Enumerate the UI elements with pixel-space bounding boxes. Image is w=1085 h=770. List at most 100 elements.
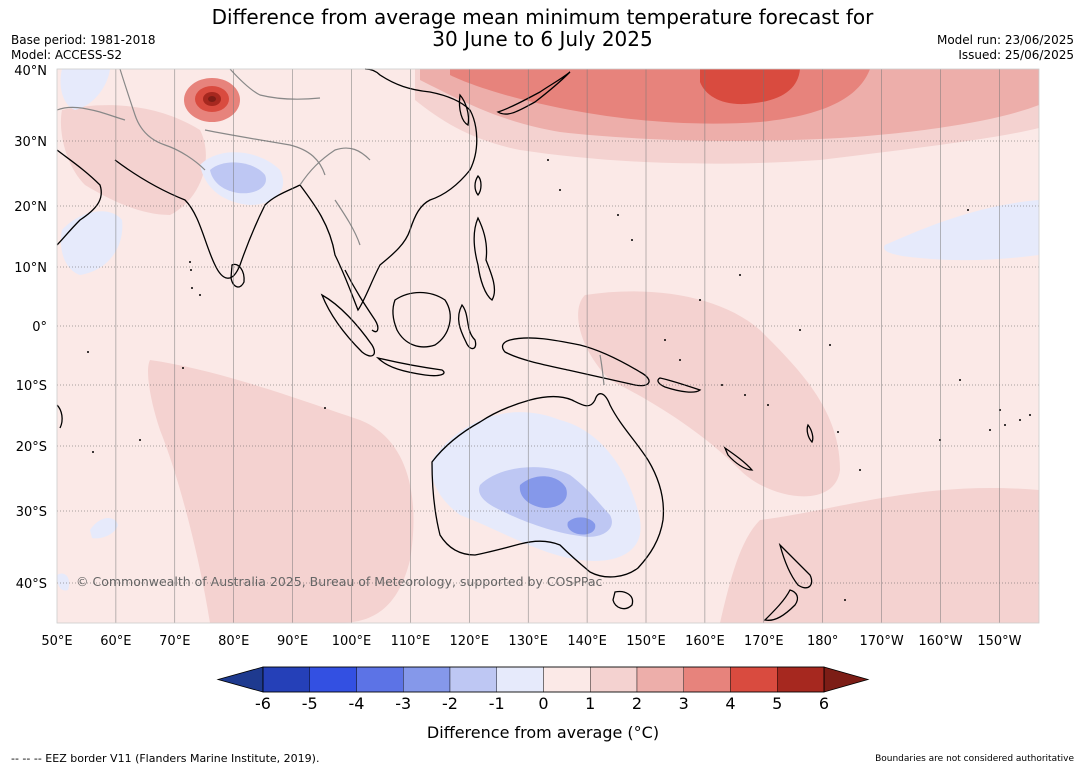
model-run: Model run: 23/06/2025 [936, 33, 1074, 47]
boundaries-disclaimer: Boundaries are not considered authoritat… [875, 754, 1074, 764]
anomaly-north-pacific-cool [884, 200, 1039, 261]
coast-nz-south [763, 589, 799, 621]
coast-japan [496, 71, 571, 115]
lon-tick-label: 160°W [918, 634, 962, 649]
lon-axis: 50°E 60°E 70°E 80°E 90°E 100°E 110°E 120°E 130°E… [41, 634, 1021, 649]
colorbar-extend-low [216, 666, 264, 693]
lon-tick-label: 60°E [100, 634, 131, 649]
colorbar-tick-label: -5 [302, 694, 318, 713]
country-borders [56, 68, 605, 386]
anomaly-india-cool-2 [210, 162, 266, 194]
coast-korea [458, 93, 470, 126]
issued-date: Issued: 25/06/2025 [958, 48, 1074, 62]
anomaly-south-indian-cool [90, 518, 118, 539]
coast-india [114, 159, 301, 279]
anomaly-south-pacific-band [720, 487, 1039, 623]
eez-footnote: -- -- -- EEZ border V11 (Flanders Marine… [11, 752, 320, 765]
anomaly-south-indian-band [148, 360, 414, 623]
lat-axis: 40°N 30°N 20°N 10°N 0° 10°S 20°S 30°S 40°S [14, 64, 47, 592]
colorbar-tick-label: 6 [819, 694, 829, 713]
coast-indochina [299, 109, 478, 312]
colorbar-swatch [590, 666, 638, 693]
lon-tick-label: 80°E [218, 634, 249, 649]
coast-nz-north [778, 542, 813, 589]
colorbar-tick-label: -6 [255, 694, 271, 713]
colorbar-tick-label: -4 [349, 694, 365, 713]
graticule [57, 69, 1039, 623]
lat-tick-label: 20°S [16, 440, 47, 455]
coast-taiwan [474, 174, 482, 197]
lat-tick-label: 0° [32, 320, 47, 335]
colorbar: -6 -5 -4 -3 -2 -1 0 1 2 3 4 5 6 [216, 666, 870, 713]
anomaly-india-north [60, 105, 206, 215]
lon-tick-label: 160°E [685, 634, 725, 649]
islands [87, 159, 1031, 601]
lat-tick-label: 40°S [16, 577, 47, 592]
anomaly-sw-cool [57, 573, 70, 591]
colorbar-tick-label: 4 [725, 694, 735, 713]
coast-arabia [56, 149, 102, 246]
coast-tasmania [612, 590, 634, 610]
colorbar-swatch [730, 666, 778, 693]
colorbar-tick-label: 2 [632, 694, 642, 713]
colorbar-tick-label: -1 [489, 694, 505, 713]
lon-tick-label: 120°E [450, 634, 490, 649]
coast-vanuatu [806, 423, 814, 444]
colorbar-swatch [309, 666, 357, 693]
lat-tick-label: 10°S [16, 379, 47, 394]
lon-tick-label: 150°W [977, 634, 1021, 649]
lat-tick-label: 40°N [14, 64, 47, 79]
colorbar-swatch [636, 666, 684, 693]
title-line-1: Difference from average mean minimum tem… [211, 5, 874, 29]
lat-tick-label: 20°N [14, 200, 47, 215]
coast-borneo [392, 291, 451, 348]
lon-tick-label: 180° [807, 634, 838, 649]
lon-tick-label: 70°E [159, 634, 190, 649]
lat-tick-label: 30°S [16, 505, 47, 520]
colorbar-label: Difference from average (°C) [427, 723, 659, 742]
anomaly-shading [60, 69, 1039, 623]
colorbar-swatch [403, 666, 451, 693]
coast-new-guinea [501, 337, 650, 387]
lon-tick-label: 50°E [41, 634, 72, 649]
map-frame [56, 68, 1040, 624]
colorbar-tick-label: 0 [538, 694, 548, 713]
colorbar-tick-label: 5 [772, 694, 782, 713]
colorbar-tick-label: -3 [395, 694, 411, 713]
meta-right: Model run: 23/06/2025 Issued: 25/06/2025 [937, 33, 1074, 63]
base-period: Base period: 1981-2018 [11, 33, 156, 47]
coast-sri-lanka [230, 263, 245, 288]
coast-sumatra [320, 293, 376, 357]
coast-china [364, 68, 471, 111]
lon-tick-label: 130°E [508, 634, 548, 649]
lon-tick-label: 100°E [332, 634, 372, 649]
lat-tick-label: 30°N [14, 135, 47, 150]
colorbar-tick-label: -2 [442, 694, 458, 713]
coast-java [375, 356, 445, 377]
lon-tick-label: 90°E [277, 634, 308, 649]
colorbar-swatch [683, 666, 731, 693]
lon-tick-label: 170°W [860, 634, 904, 649]
colorbar-extend-high [823, 666, 870, 693]
colorbar-swatch [356, 666, 404, 693]
anomaly-west-pacific-tongue [578, 291, 840, 497]
anomaly-arabia-cool [60, 211, 123, 275]
lon-tick-label: 110°E [391, 634, 431, 649]
coast-solomons [657, 377, 702, 393]
colorbar-swatch [262, 666, 310, 693]
anomaly-australia-cool-4 [567, 517, 596, 535]
colorbar-tick-label: 3 [679, 694, 689, 713]
coast-sulawesi [457, 303, 477, 350]
anomaly-negative-shading [57, 69, 1039, 591]
anomaly-australia-cool-3 [519, 476, 567, 508]
coastlines [56, 68, 814, 621]
coast-malay [344, 269, 379, 333]
anomaly-tibet-cool [60, 69, 110, 110]
copyright-text: © Commonwealth of Australia 2025, Bureau… [76, 574, 602, 589]
model-name: Model: ACCESS-S2 [11, 48, 123, 62]
anomaly-hotspot-himalaya-core [208, 96, 216, 102]
meta-left: Base period: 1981-2018 Model: ACCESS-S2 [11, 33, 156, 63]
coast-left-edge [56, 404, 63, 429]
coast-new-caledonia [723, 446, 754, 471]
